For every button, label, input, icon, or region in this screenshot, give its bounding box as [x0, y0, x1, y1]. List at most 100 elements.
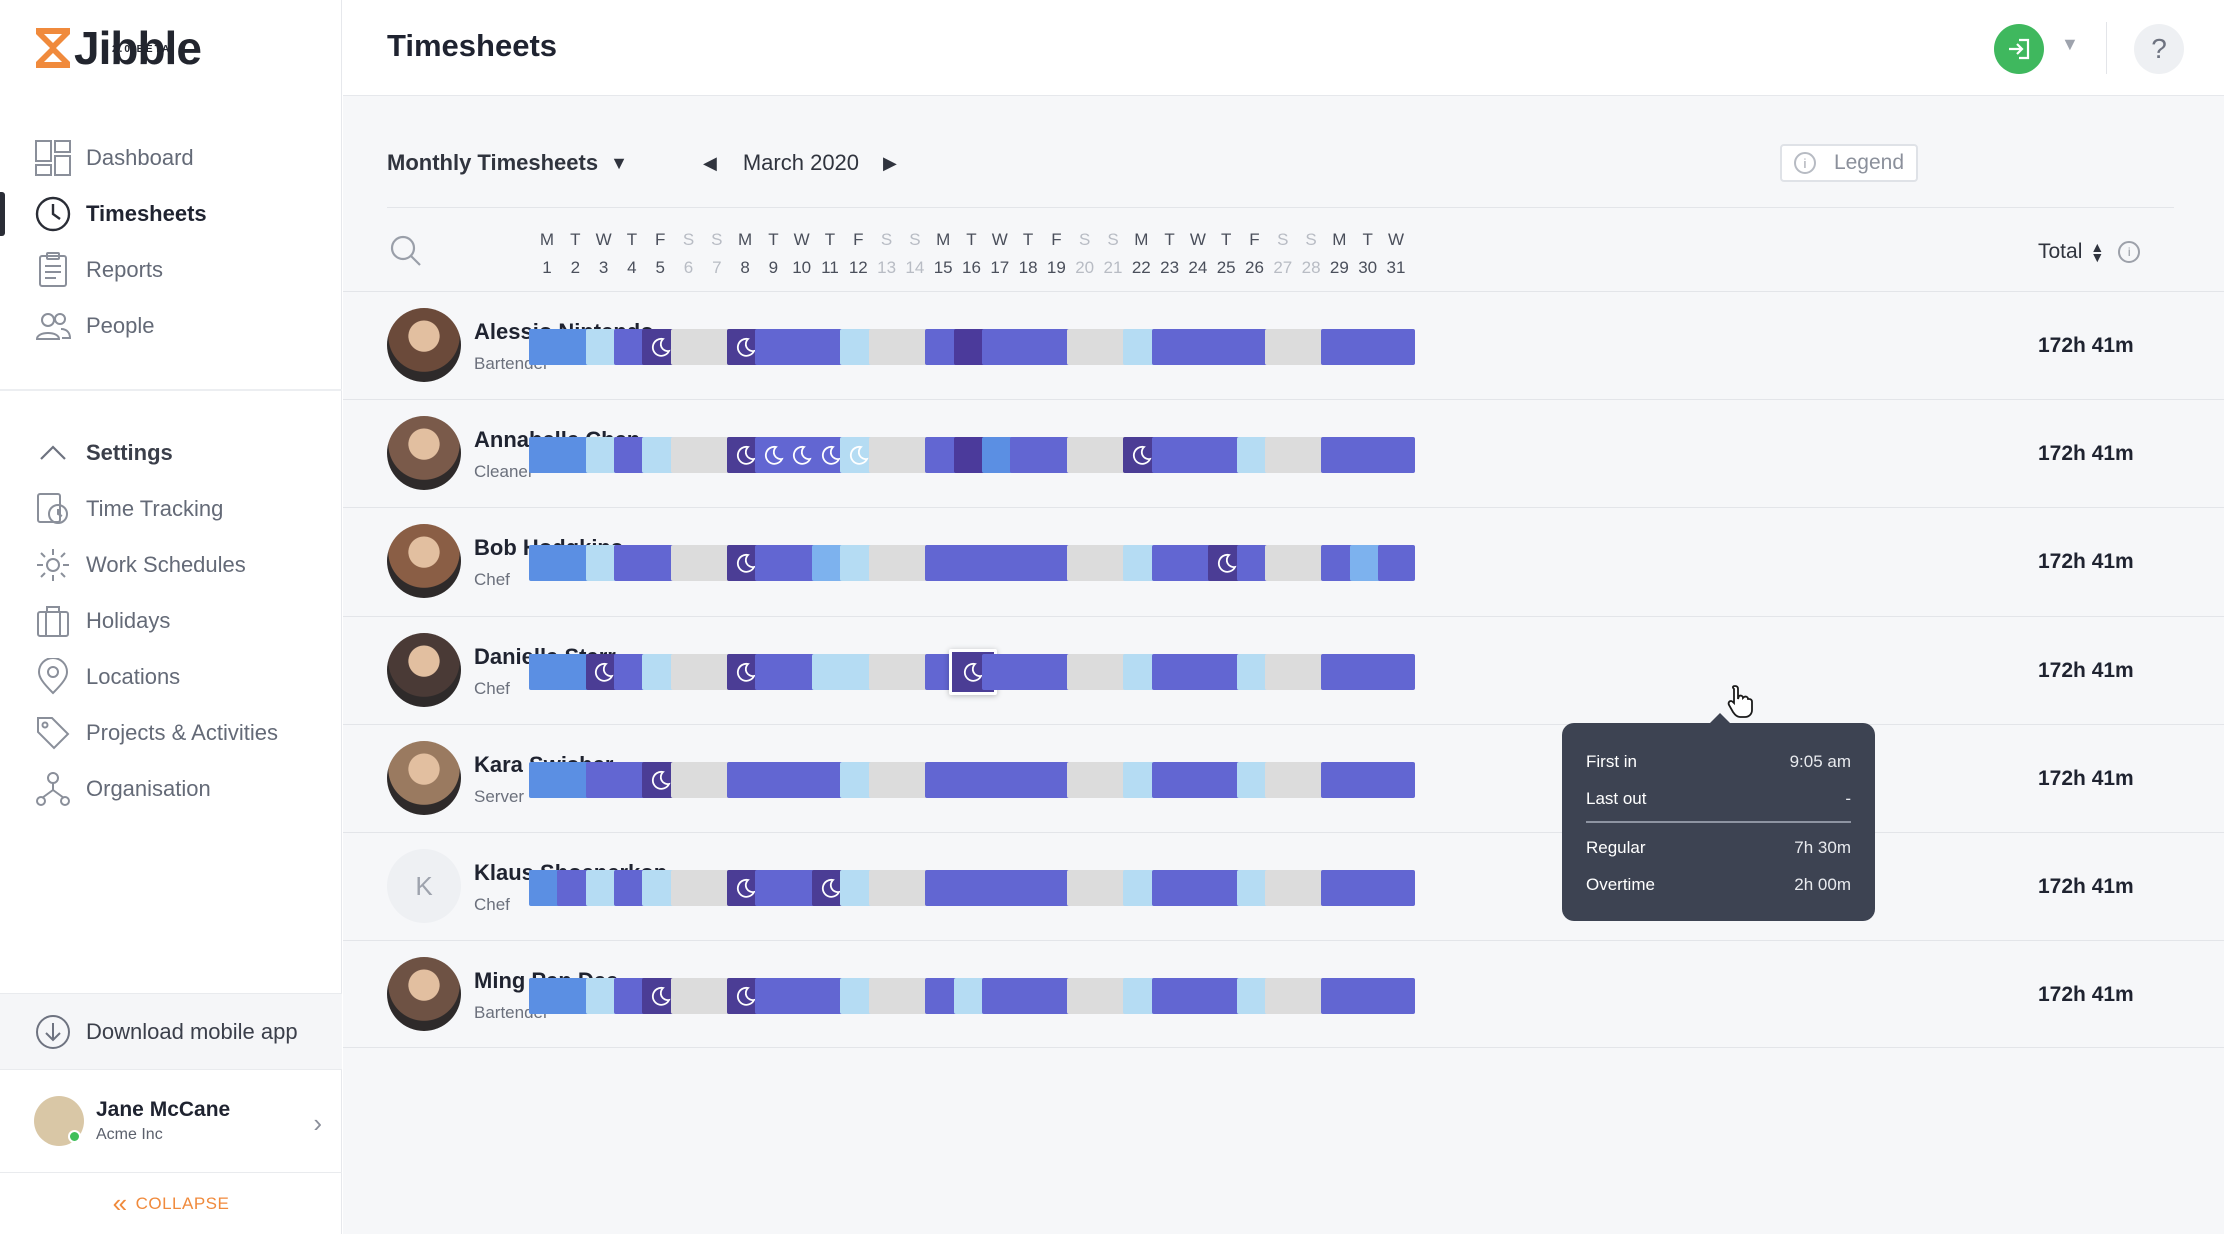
day-cell[interactable] — [1378, 870, 1415, 906]
caret-down-icon: ▼ — [610, 152, 628, 173]
day-letter: W — [595, 230, 612, 249]
nav-organisation[interactable]: Organisation — [0, 761, 342, 817]
total-column-header[interactable]: Total ▲ ▼ i — [2038, 240, 2141, 264]
day-cell[interactable] — [1378, 545, 1415, 582]
legend-label: Legend — [1833, 151, 1905, 174]
user-profile[interactable]: Jane McCane Acme Inc › — [0, 1069, 342, 1173]
organisation-icon — [36, 772, 70, 806]
day-header: S 20 — [1065, 226, 1105, 282]
day-number: 5 — [655, 258, 665, 277]
day-number: 25 — [1216, 258, 1236, 277]
collapse-sidebar-button[interactable]: « COLLAPSE — [0, 1173, 342, 1234]
day-header: S 21 — [1093, 226, 1133, 282]
employee-total: 172h 41m — [2038, 766, 2134, 790]
employee-row[interactable]: Annabelle ChenCleaner172h 41m — [343, 399, 2224, 507]
day-number: 14 — [905, 258, 925, 277]
nav-work-schedules-label: Work Schedules — [86, 552, 246, 577]
day-number: 18 — [1018, 258, 1038, 277]
settings-nav: Settings Time Tracking Work Schedules Ho… — [0, 425, 342, 817]
download-mobile-app[interactable]: Download mobile app — [0, 993, 342, 1069]
online-status-dot — [68, 1130, 81, 1143]
search-icon[interactable] — [389, 234, 423, 268]
day-number: 8 — [740, 258, 750, 277]
main-content: Timesheets ▼ ? Monthly Timesheets ▼ ◀ Ma… — [343, 0, 2224, 1234]
day-header: S 13 — [867, 226, 907, 282]
day-number: 11 — [821, 258, 839, 277]
employee-row[interactable]: Ming Pan DeeBartender172h 41m — [343, 940, 2224, 1049]
nav-time-tracking[interactable]: Time Tracking — [0, 481, 342, 537]
nav-dashboard[interactable]: Dashboard — [0, 130, 342, 186]
nav-projects-activities[interactable]: Projects & Activities — [0, 705, 342, 761]
employee-total: 172h 41m — [2038, 983, 2134, 1007]
day-number: 2 — [570, 258, 581, 277]
day-header: W 31 — [1376, 226, 1416, 282]
clock-in-dropdown-icon[interactable]: ▼ — [2061, 34, 2079, 54]
employee-row[interactable]: Bob HodgkinsChef172h 41m — [343, 507, 2224, 615]
day-header: T 11 — [810, 226, 850, 282]
next-month-button[interactable]: ▶ — [883, 152, 897, 173]
day-header: S 28 — [1291, 226, 1331, 282]
day-letter: S — [1079, 230, 1091, 249]
day-letter: S — [880, 230, 893, 249]
location-pin-icon — [37, 658, 69, 695]
nav-reports[interactable]: Reports — [0, 242, 342, 298]
day-cell[interactable] — [1378, 437, 1415, 474]
help-button[interactable]: ? — [2134, 24, 2184, 74]
day-cell[interactable] — [1378, 653, 1415, 690]
tooltip-first-in-value: 9:05 am — [1789, 751, 1851, 771]
total-label: Total — [2038, 240, 2083, 263]
employee-total: 172h 41m — [2038, 442, 2134, 466]
day-header: T 30 — [1348, 226, 1388, 282]
nav-timesheets[interactable]: Timesheets — [0, 186, 342, 242]
day-letter: W — [1189, 230, 1206, 249]
employee-row[interactable]: Alessio NintendoBartender172h 41m — [343, 291, 2224, 399]
legend-button[interactable]: i Legend — [1780, 144, 1918, 182]
employee-avatar — [387, 416, 461, 491]
chevron-right-icon: › — [313, 1108, 322, 1138]
tooltip-first-in-label: First in — [1586, 751, 1637, 771]
day-cell[interactable] — [1378, 329, 1415, 365]
day-header: T 16 — [952, 226, 992, 282]
day-letter: S — [1107, 230, 1119, 249]
day-letter: S — [682, 230, 695, 249]
tag-icon — [37, 717, 70, 750]
employee-avatar — [387, 308, 461, 382]
day-letter: T — [824, 230, 836, 249]
nav-people[interactable]: People — [0, 298, 342, 354]
timesheet-toolbar: Monthly Timesheets ▼ ◀ March 2020 ▶ i Le… — [387, 144, 2217, 182]
day-header: W 10 — [782, 226, 822, 282]
day-number: 10 — [792, 258, 812, 277]
month-label: March 2020 — [742, 150, 860, 175]
double-chevron-left-icon: « — [112, 1188, 128, 1218]
day-cell[interactable] — [1378, 978, 1415, 1015]
day-cell[interactable] — [1378, 761, 1415, 798]
employee-role: Chef — [474, 895, 510, 914]
period-dropdown[interactable]: Monthly Timesheets ▼ — [387, 150, 628, 176]
nav-timesheets-label: Timesheets — [86, 201, 207, 226]
tooltip-divider — [1586, 821, 1851, 823]
nav-time-tracking-label: Time Tracking — [86, 496, 224, 521]
employee-role: Chef — [474, 678, 510, 698]
day-letter: W — [1387, 230, 1405, 249]
previous-month-button[interactable]: ◀ — [703, 152, 717, 173]
nav-holidays[interactable]: Holidays — [0, 593, 342, 649]
month-navigator: ◀ March 2020 ▶ — [703, 150, 897, 176]
day-header: S 14 — [895, 226, 935, 282]
nav-locations[interactable]: Locations — [0, 649, 342, 705]
collapse-label: COLLAPSE — [135, 1193, 230, 1213]
employee-row[interactable]: Kara SwisherServer172h 41m — [343, 723, 2224, 832]
total-info-icon[interactable]: i — [2118, 241, 2141, 263]
day-number: 20 — [1075, 258, 1095, 277]
employee-row[interactable]: Daniella StarrChef172h 41m — [343, 615, 2224, 724]
jibble-logo[interactable]: Jibble — [34, 25, 202, 71]
clock-in-button[interactable] — [1994, 24, 2044, 74]
nav-work-schedules[interactable]: Work Schedules — [0, 537, 342, 593]
nav-settings-toggle[interactable]: Settings — [0, 425, 342, 481]
employee-avatar — [387, 632, 461, 707]
tooltip-overtime-label: Overtime — [1586, 874, 1655, 894]
day-letter: F — [853, 230, 864, 249]
